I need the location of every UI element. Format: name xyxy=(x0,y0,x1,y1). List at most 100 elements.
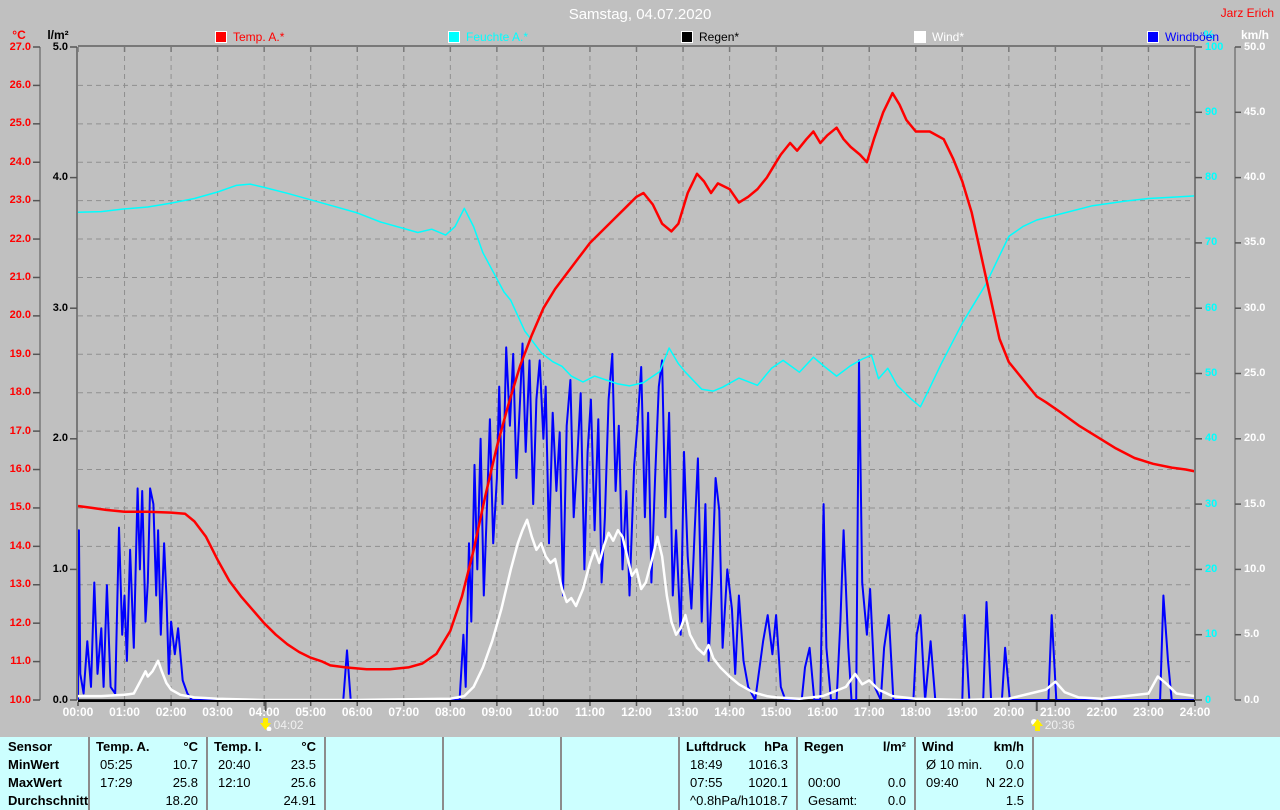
legend-item-4: Windböen xyxy=(1147,29,1220,44)
x-tick-label: 04:00 xyxy=(248,705,280,719)
x-tick-label: 24:00 xyxy=(1179,705,1211,719)
axis-unit-rain: l/m² xyxy=(47,28,69,42)
humidity-tick-label: 90 xyxy=(1205,105,1218,118)
stats-value-number: 24.91 xyxy=(283,793,316,808)
windspeed-tick-label: 45.0 xyxy=(1244,105,1266,118)
x-tick-label: 00:00 xyxy=(62,705,94,719)
stats-column-divider xyxy=(88,737,90,810)
axis-unit-temp: °C xyxy=(12,28,26,42)
stats-value-number: 18.20 xyxy=(165,793,198,808)
stats-value-time: ^0.8hPa/h xyxy=(690,793,749,808)
x-tick-label: 01:00 xyxy=(109,705,140,719)
stats-value-time: 07:55 xyxy=(690,775,723,790)
stats-value-time: Ø 10 min. xyxy=(926,757,983,772)
stats-value-time: 09:40 xyxy=(926,775,959,790)
stats-row-label: Durchschnitt xyxy=(8,793,89,808)
temp-tick-label: 20.0 xyxy=(9,309,31,322)
series-windben xyxy=(77,342,1195,701)
temp-tick-label: 15.0 xyxy=(9,501,31,514)
stats-col-unit: °C xyxy=(301,739,316,754)
x-tick-label: 08:00 xyxy=(434,705,466,719)
windspeed-tick-label: 10.0 xyxy=(1244,562,1266,575)
legend-swatch-icon xyxy=(215,30,227,43)
legend-swatch-icon xyxy=(914,30,926,43)
x-tick-label: 05:00 xyxy=(295,705,327,719)
legend-item-1: Feuchte A.* xyxy=(448,29,529,44)
x-tick-label: 21:00 xyxy=(1040,705,1071,719)
stats-column-divider xyxy=(796,737,798,810)
stats-value-number: 0.0 xyxy=(887,775,906,790)
sunset-time-label: 20:36 xyxy=(1044,718,1075,732)
x-tick-label: 23:00 xyxy=(1133,705,1164,719)
stats-col-unit: hPa xyxy=(764,739,788,754)
temp-tick-label: 26.0 xyxy=(9,78,31,91)
humidity-tick-label: 60 xyxy=(1205,301,1218,314)
stats-row-label: MinWert xyxy=(8,757,60,772)
temp-tick-label: 25.0 xyxy=(9,117,31,130)
humidity-tick-label: 80 xyxy=(1205,171,1218,184)
station-name: Jarz Erich xyxy=(1220,6,1274,20)
x-tick-label: 02:00 xyxy=(155,705,187,719)
windspeed-tick-label: 30.0 xyxy=(1244,301,1266,314)
x-tick-label: 06:00 xyxy=(341,705,373,719)
temp-tick-label: 21.0 xyxy=(9,270,31,283)
x-tick-label: 11:00 xyxy=(574,705,605,719)
windspeed-tick-label: 15.0 xyxy=(1244,497,1266,510)
temp-tick-label: 10.0 xyxy=(9,693,31,706)
rain-tick-label: 0.0 xyxy=(52,693,68,706)
temp-tick-label: 12.0 xyxy=(9,616,31,629)
stats-value-time: 20:40 xyxy=(218,757,251,772)
stats-column-divider xyxy=(206,737,208,810)
weather-chart-plot xyxy=(33,45,1241,711)
rain-tick-label: 1.0 xyxy=(52,562,68,575)
humidity-tick-label: 30 xyxy=(1205,497,1218,510)
stats-column-divider xyxy=(1032,737,1034,810)
stats-value-number: 1018.7 xyxy=(748,793,788,808)
stats-col-unit: km/h xyxy=(993,739,1024,754)
x-tick-label: 16:00 xyxy=(807,705,838,719)
stats-column-divider xyxy=(678,737,680,810)
page-title: Samstag, 04.07.2020 xyxy=(568,6,712,23)
legend-label: Feuchte A.* xyxy=(466,29,529,44)
rain-tick-label: 3.0 xyxy=(52,301,68,314)
windspeed-tick-label: 5.0 xyxy=(1244,628,1260,641)
legend-swatch-icon xyxy=(448,30,460,43)
temp-tick-label: 11.0 xyxy=(10,655,31,668)
stats-value-time: 05:25 xyxy=(100,757,133,772)
axis-unit-humidity: % xyxy=(1203,28,1215,42)
sunrise-time-label: 04:02 xyxy=(273,718,304,732)
stats-col-unit: l/m² xyxy=(882,739,906,754)
legend-swatch-icon xyxy=(681,30,693,43)
temp-tick-label: 18.0 xyxy=(9,386,31,399)
stats-table: Sensor MinWert MaxWert Durchschnitt Temp. A.… xyxy=(0,737,1280,810)
rain-tick-label: 4.0 xyxy=(52,171,68,184)
rain-tick-label: 2.0 xyxy=(52,432,68,445)
legend-item-2: Regen* xyxy=(681,30,739,44)
legend-label: Wind* xyxy=(932,29,965,44)
legend-label: Temp. A.* xyxy=(233,29,285,44)
x-tick-label: 03:00 xyxy=(202,705,233,719)
legend-swatch-icon xyxy=(1147,30,1159,43)
stats-value-time: 00:00 xyxy=(808,775,841,790)
stats-value-time: Gesamt: xyxy=(808,793,858,808)
legend-label: Windböen xyxy=(1165,29,1220,44)
x-tick-label: 10:00 xyxy=(528,705,559,719)
stats-column-divider xyxy=(324,737,326,810)
stats-row-label: Sensor xyxy=(8,739,53,754)
humidity-tick-label: 0 xyxy=(1205,693,1212,706)
stats-value-number: 0.0 xyxy=(1005,757,1024,772)
stats-col-name: Luftdruck xyxy=(686,739,746,754)
windspeed-tick-label: 35.0 xyxy=(1244,236,1266,249)
stats-col-unit: °C xyxy=(183,739,198,754)
x-tick-label: 22:00 xyxy=(1086,705,1118,719)
stats-col-name: Temp. A. xyxy=(96,739,150,754)
temp-tick-label: 17.0 xyxy=(9,424,31,437)
humidity-tick-label: 50 xyxy=(1205,367,1218,379)
stats-value-time: 18:49 xyxy=(690,757,723,772)
stats-column-divider xyxy=(914,737,916,810)
windspeed-tick-label: 20.0 xyxy=(1244,432,1266,445)
windspeed-tick-label: 25.0 xyxy=(1244,367,1266,379)
temp-tick-label: 24.0 xyxy=(9,155,31,168)
stats-value-number: 25.8 xyxy=(172,775,198,790)
temp-tick-label: 27.0 xyxy=(9,40,31,53)
